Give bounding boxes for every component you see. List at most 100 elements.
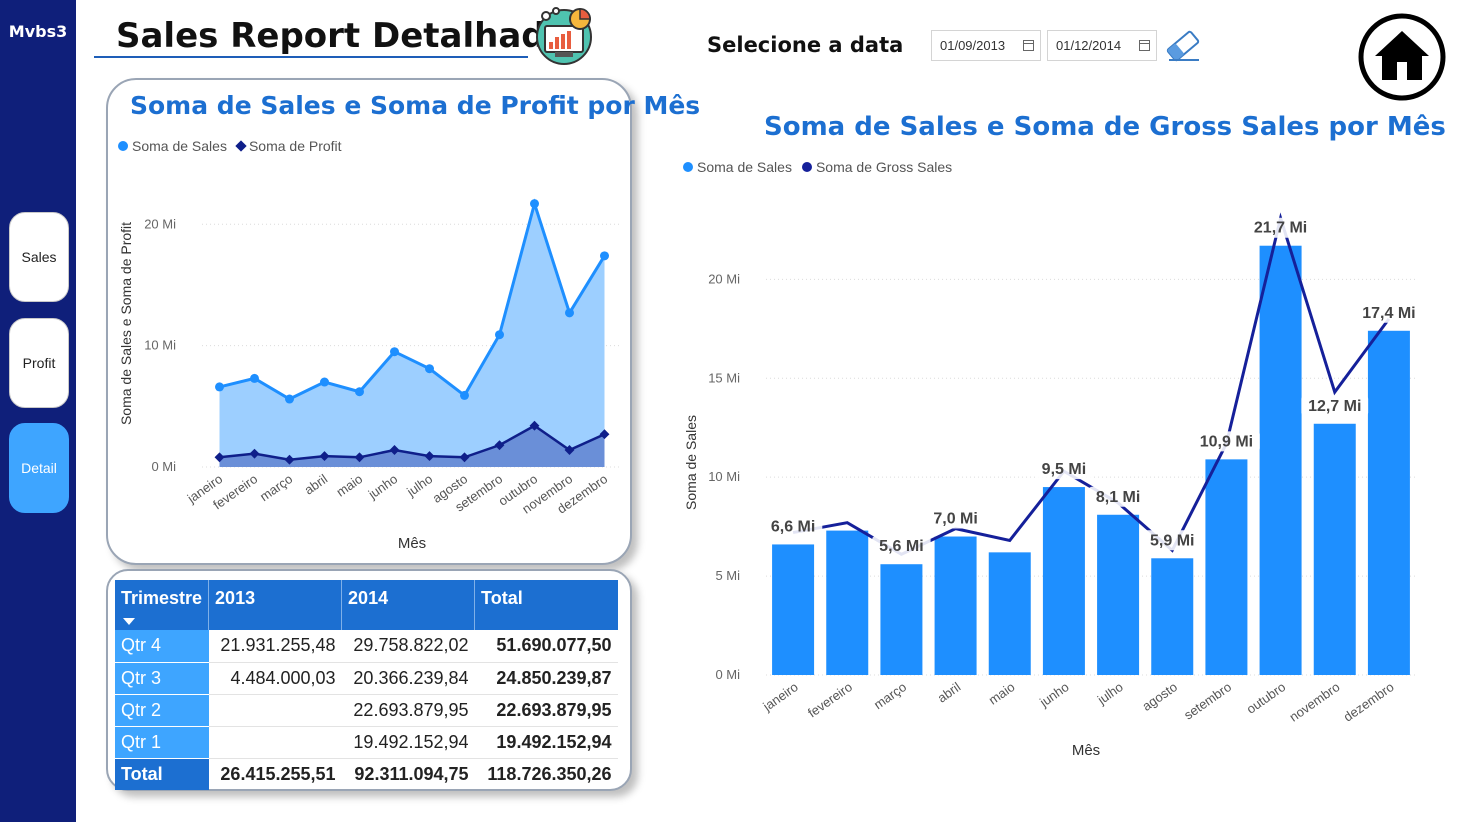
table-total-row: Total 26.415.255,51 92.311.094,75 118.72… — [115, 758, 618, 790]
x-tick-label: setembro — [1181, 679, 1234, 722]
row-label[interactable]: Qtr 1 — [115, 726, 209, 759]
cell-total: 24.850.239,87 — [474, 662, 618, 695]
end-date-input[interactable]: 01/12/2014 — [1047, 30, 1157, 61]
nav-button-sales[interactable]: Sales — [9, 212, 69, 302]
home-icon[interactable] — [1357, 12, 1447, 102]
y-tick-label: 10 Mi — [144, 338, 176, 353]
y-axis-label: Soma de Sales — [683, 415, 699, 510]
sales-bar[interactable] — [1313, 423, 1356, 675]
calendar-icon[interactable] — [1139, 40, 1150, 51]
header-total[interactable]: Total — [474, 580, 618, 630]
sales-bar[interactable] — [988, 552, 1031, 675]
data-label: 5,9 Mi — [1150, 532, 1194, 549]
profit-point[interactable] — [424, 451, 435, 462]
start-date-value: 01/09/2013 — [940, 38, 1006, 53]
data-label-bg — [1247, 217, 1314, 238]
sales-point[interactable] — [460, 390, 469, 400]
sales-bar[interactable] — [880, 564, 923, 675]
sales-point[interactable] — [355, 387, 364, 397]
sort-desc-icon[interactable] — [123, 618, 135, 625]
cell-2014: 19.492.152,94 — [341, 726, 475, 759]
sales-point[interactable] — [250, 373, 259, 383]
bar-chart-legend: Soma de Sales Soma de Gross Sales — [683, 159, 952, 175]
cell-2014: 20.366.239,84 — [341, 662, 475, 695]
data-label: 5,6 Mi — [879, 538, 923, 555]
table-row: Qtr 2 22.693.879,95 22.693.879,95 — [115, 694, 618, 727]
data-label-bg — [926, 508, 985, 529]
sales-bar[interactable] — [826, 530, 869, 675]
x-tick-label: maio — [334, 471, 366, 499]
data-label-bg — [872, 536, 931, 557]
sales-point[interactable] — [320, 377, 329, 387]
profit-point[interactable] — [214, 452, 225, 463]
header-2013[interactable]: 2013 — [208, 580, 343, 630]
sales-point[interactable] — [390, 347, 399, 357]
cell-2014: 29.758.822,02 — [341, 630, 475, 663]
x-tick-label: janeiro — [759, 679, 800, 714]
profit-point[interactable] — [599, 429, 610, 440]
x-tick-label: junho — [1036, 679, 1071, 710]
sales-bar[interactable] — [1205, 459, 1248, 675]
sales-point[interactable] — [425, 364, 434, 374]
legend-sales-label: Soma de Sales — [697, 159, 792, 175]
sales-point[interactable] — [215, 382, 224, 392]
header-2014[interactable]: 2014 — [341, 580, 476, 630]
x-tick-label: dezembro — [1341, 679, 1397, 724]
legend-profit-marker — [235, 140, 247, 152]
sales-bar[interactable] — [934, 536, 977, 675]
profit-point[interactable] — [529, 420, 540, 431]
cell-2013: 26.415.255,51 — [220, 763, 336, 784]
x-tick-label: maio — [986, 679, 1018, 707]
sales-point[interactable] — [600, 251, 609, 261]
y-tick-label: 20 Mi — [144, 216, 176, 231]
sales-point[interactable] — [285, 394, 294, 404]
sales-point[interactable] — [530, 199, 539, 209]
nav-button-detail[interactable]: Detail — [9, 423, 69, 513]
sales-bar[interactable] — [1367, 330, 1410, 675]
end-date-value: 01/12/2014 — [1056, 38, 1122, 53]
title-underline — [94, 56, 528, 58]
cell-total: 19.492.152,94 — [474, 726, 618, 759]
cell-2014: 22.693.879,95 — [341, 694, 475, 727]
x-axis-label: Mês — [398, 535, 426, 552]
date-filter-label: Selecione a data — [707, 33, 904, 57]
profit-point[interactable] — [389, 445, 400, 455]
bar-chart-title: Soma de Sales e Soma de Gross Sales por … — [764, 112, 1446, 142]
nav-button-profit[interactable]: Profit — [9, 318, 69, 408]
x-tick-label: abril — [301, 471, 330, 497]
x-tick-label: julho — [1094, 679, 1126, 708]
sales-point[interactable] — [495, 330, 504, 340]
data-label-bg — [1034, 459, 1094, 480]
sales-bar[interactable] — [1097, 514, 1140, 675]
profit-point[interactable] — [459, 452, 470, 463]
x-tick-label: março — [871, 679, 909, 712]
sales-line — [219, 198, 606, 401]
calendar-icon[interactable] — [1023, 40, 1034, 51]
data-label-bg — [1193, 431, 1260, 452]
legend-gross-marker — [801, 162, 812, 172]
data-label-bg — [1088, 486, 1148, 507]
sales-bar[interactable] — [772, 544, 815, 675]
y-tick-label: 0 Mi — [715, 667, 740, 682]
page-title: Sales Report Detalhado — [116, 16, 569, 56]
sales-point[interactable] — [565, 308, 574, 318]
data-label: 8,1 Mi — [1096, 489, 1140, 506]
sales-bar[interactable] — [1259, 245, 1302, 675]
sales-bar[interactable] — [1042, 487, 1085, 675]
x-tick-label: junho — [365, 471, 400, 502]
y-tick-label: 20 Mi — [708, 271, 740, 286]
sales-bar[interactable] — [1151, 558, 1194, 675]
row-label[interactable]: Qtr 2 — [115, 694, 209, 727]
x-tick-label: outubro — [1244, 679, 1289, 717]
profit-point[interactable] — [564, 445, 575, 455]
eraser-icon[interactable] — [1163, 26, 1203, 66]
row-label[interactable]: Qtr 3 — [115, 662, 209, 695]
profit-area — [219, 425, 605, 467]
cell-2013 — [208, 726, 342, 759]
table-row: Qtr 1 19.492.152,94 19.492.152,94 — [115, 726, 618, 759]
y-tick-label: 10 Mi — [708, 469, 740, 484]
row-label[interactable]: Qtr 4 — [115, 630, 209, 663]
start-date-input[interactable]: 01/09/2013 — [931, 30, 1041, 61]
profit-point[interactable] — [494, 440, 505, 451]
header-trimestre[interactable]: Trimestre — [115, 580, 210, 630]
